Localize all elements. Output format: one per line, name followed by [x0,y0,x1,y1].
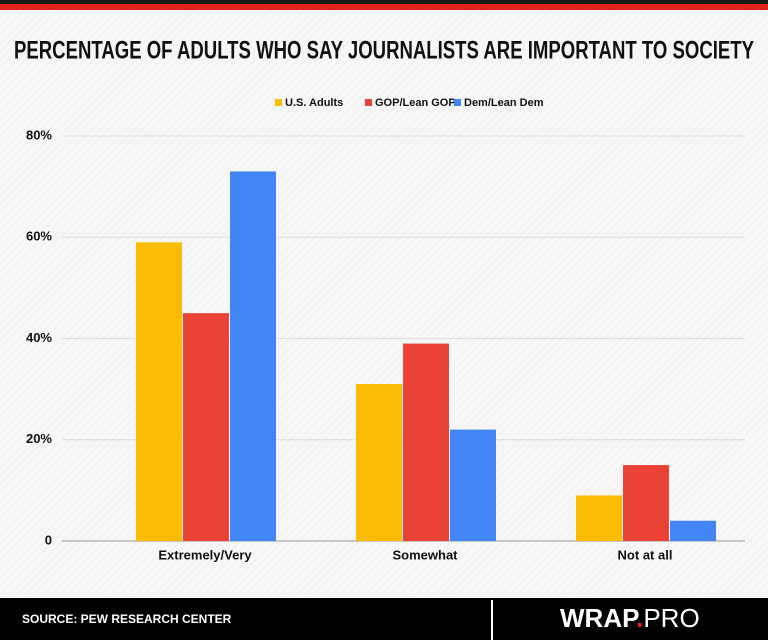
top-bar [0,4,768,10]
legend-swatch [365,99,372,106]
logo: WRAP.PRO [560,603,700,633]
bar [623,465,669,541]
x-tick-label: Not at all [618,547,673,562]
legend-swatch [454,99,461,106]
top-strip [0,0,768,4]
legend-label: Dem/Lean Dem [464,97,544,109]
bar [403,343,449,541]
chart-title: PERCENTAGE OF ADULTS WHO SAY JOURNALISTS… [14,37,754,65]
source: SOURCE: PEW RESEARCH CENTER [22,612,232,626]
legend-swatch [275,99,282,106]
logo-left: WRAP [560,603,639,633]
legend-label: U.S. Adults [285,97,343,109]
x-tick-label: Extremely/Very [158,547,252,562]
bar [450,429,496,541]
x-tick-label: Somewhat [392,547,458,562]
footer-bar [0,598,768,640]
bar [356,384,402,541]
bar [230,171,276,541]
logo-dot: . [636,603,643,633]
bar [136,242,182,541]
plot: 0 20% 40% 60% 80% U.S. Adults GOP/Lean GOP Dem/… [26,97,745,562]
bar [576,495,622,541]
y-tick-label: 0 [45,532,52,547]
y-tick-label: 40% [26,330,52,345]
bar [670,520,716,541]
legend-label: GOP/Lean GOP [375,97,456,109]
y-tick-label: 20% [26,431,52,446]
y-tick-label: 60% [26,229,52,244]
bar [183,313,229,541]
y-tick-label: 80% [26,127,52,142]
logo-right: PRO [643,603,699,633]
